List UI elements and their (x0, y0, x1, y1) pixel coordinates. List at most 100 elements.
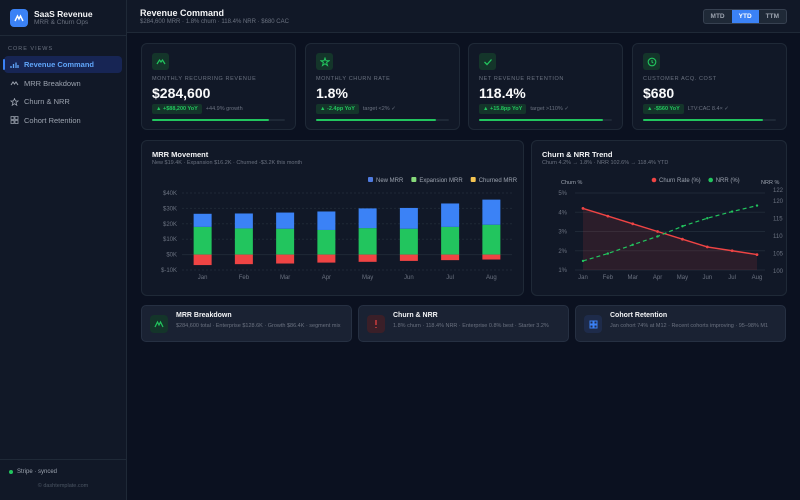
x-tick-label: Mar (280, 275, 290, 281)
period-ytd[interactable]: YTD (731, 10, 759, 23)
x-tick-label: Aug (752, 275, 763, 281)
delta-badge: ▲ +15.8pp YoY (479, 104, 527, 114)
nrr-point (681, 225, 684, 228)
churn-point (606, 214, 610, 218)
check-icon (479, 53, 496, 70)
star-icon (316, 53, 333, 70)
legend-label: Expansion MRR (419, 178, 463, 184)
kpi-delta-row: ▲ +15.8pp YoY target >110% ✓ (479, 104, 569, 114)
delta-badge: ▲ +$88,200 YoY (152, 104, 202, 114)
x-tick-label: Aug (486, 275, 497, 281)
link-card-desc: 1.8% churn · 118.4% NRR · Enterprise 0.8… (393, 323, 549, 329)
y2-tick-label: 120 (773, 199, 784, 205)
link-card-churn-nrr[interactable]: Churn & NRR 1.8% churn · 118.4% NRR · En… (358, 305, 569, 342)
y-tick-label: 2% (558, 249, 567, 255)
bar-new-mrr (399, 207, 418, 229)
delta-text: +$88,200 YoY (162, 106, 198, 112)
bar-churned-mrr (234, 254, 253, 265)
kpi-note: LTV:CAC 8.4× ✓ (687, 106, 729, 112)
progress-bar (479, 119, 612, 121)
sidebar-item-cohort-retention[interactable]: Cohort Retention (4, 112, 122, 129)
bar-churned-mrr (482, 254, 501, 260)
period-mtd[interactable]: MTD (710, 13, 725, 20)
x-tick-label: Apr (322, 275, 331, 281)
legend-swatch (470, 177, 476, 182)
sidebar-item-label: Cohort Retention (24, 115, 81, 125)
bar-new-mrr (234, 213, 253, 229)
star-icon (10, 97, 19, 106)
sidebar-item-mrr-breakdown[interactable]: MRR Breakdown (4, 75, 122, 92)
kpi-note: +44.9% growth (205, 106, 243, 112)
bar-expansion-mrr (441, 226, 460, 255)
bar-chart-svg: $-10K $0K $10K $20K $30K $40K Jan Feb Mar Apr May J… (161, 177, 518, 281)
bar-expansion-mrr (358, 228, 377, 255)
delta-badge: ▲ -2.4pp YoY (316, 104, 359, 114)
kpi-delta-row: ▲ -2.4pp YoY target <2% ✓ (316, 104, 396, 114)
kpi-note: target >110% ✓ (530, 106, 569, 112)
bar-new-mrr (441, 203, 460, 227)
legend-label: Churn Rate (%) (659, 178, 701, 184)
bar-expansion-mrr (482, 224, 501, 255)
sync-status: Stripe · synced (9, 469, 126, 475)
y-tick-label: 3% (558, 230, 567, 236)
sidebar-item-label: Churn & NRR (24, 97, 70, 106)
x-tick-label: May (677, 275, 688, 281)
section-label: CORE VIEWS (8, 46, 54, 52)
trend-icon (150, 315, 168, 333)
link-card-title: Cohort Retention (610, 312, 668, 319)
nrr-line (582, 205, 758, 262)
nrr-point (631, 243, 634, 246)
y-tick-label: $0K (166, 253, 177, 259)
header: Revenue Command $284,600 MRR · 1.8% chur… (127, 0, 800, 33)
bar-expansion-mrr (399, 228, 418, 255)
brand-subtitle: MRR & Churn Ops (34, 19, 89, 26)
churn-point (656, 230, 659, 233)
kpi-card-churn: MONTHLY CHURN RATE 1.8% ▲ -2.4pp YoY targ… (305, 43, 460, 130)
copyright: © dashtemplate.com (37, 483, 89, 489)
nrr-point (606, 252, 610, 255)
y-tick-label: $20K (163, 222, 177, 228)
bar-expansion-mrr (234, 228, 253, 255)
kpi-note: target <2% ✓ (362, 106, 396, 112)
x-tick-label: Feb (603, 275, 614, 281)
legend-swatch (708, 177, 713, 183)
nrr-point (581, 259, 585, 263)
sidebar-item-churn-nrr[interactable]: Churn & NRR (4, 93, 122, 110)
line-chart-svg: Churn % NRR % 1% 2% 3% 4% 5% 122 120 115 110 105 100… (558, 177, 784, 281)
sidebar-item-revenue-command[interactable]: Revenue Command (3, 56, 122, 73)
kpi-label: NET REVENUE RETENTION (479, 76, 564, 82)
link-card-title: MRR Breakdown (176, 312, 232, 319)
progress-bar (152, 119, 285, 121)
nrr-point (730, 210, 734, 213)
sync-status-text: Stripe · synced (17, 469, 58, 475)
progress-bar (316, 119, 449, 121)
y2-axis-label: NRR % (761, 180, 779, 186)
progress-fill (643, 119, 763, 121)
kpi-label: MONTHLY RECURRING REVENUE (152, 76, 257, 82)
period-ttm[interactable]: TTM (765, 13, 779, 20)
y-tick-label: 5% (558, 191, 567, 197)
page-subtitle: $284,600 MRR · 1.8% churn · 118.4% NRR ·… (140, 19, 289, 25)
chart-title: MRR Movement (152, 150, 209, 159)
link-card-cohort-retention[interactable]: Cohort Retention Jan cohort 74% at M12 ·… (575, 305, 786, 342)
churn-point (631, 222, 635, 226)
bar-churned-mrr (358, 254, 377, 262)
bar-new-mrr (482, 199, 501, 225)
bar-expansion-mrr (193, 226, 212, 255)
kpi-value: 118.4% (479, 85, 526, 101)
nrr-point (755, 204, 759, 207)
x-tick-label: Jun (404, 275, 414, 281)
sidebar-footer: Stripe · synced © dashtemplate.com (0, 459, 126, 500)
legend-swatch (411, 177, 417, 182)
kpi-card-cac: CUSTOMER ACQ. COST $680 ▲ -$560 YoY LTV:C… (632, 43, 787, 130)
progress-fill (479, 119, 603, 121)
progress-bar (643, 119, 776, 121)
x-tick-label: Mar (628, 275, 638, 281)
brand: SaaS Revenue MRR & Churn Ops (0, 0, 126, 36)
bar-new-mrr (276, 212, 295, 229)
link-card-title: Churn & NRR (393, 312, 438, 319)
nrr-point (706, 217, 709, 220)
link-card-mrr-breakdown[interactable]: MRR Breakdown $284,600 total · Enterpris… (141, 305, 352, 342)
y-tick-label: 1% (558, 268, 567, 274)
y-tick-label: $40K (163, 191, 177, 197)
